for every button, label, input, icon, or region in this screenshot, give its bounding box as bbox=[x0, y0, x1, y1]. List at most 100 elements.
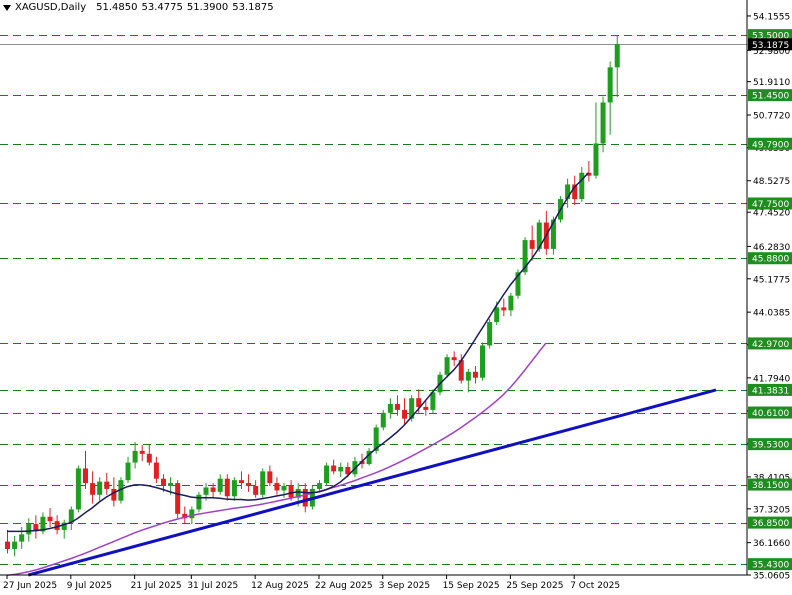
trendline bbox=[27, 388, 717, 577]
candle-body bbox=[19, 534, 25, 542]
candle-body bbox=[480, 345, 486, 378]
candle-body bbox=[394, 404, 400, 410]
candle-body bbox=[550, 219, 556, 249]
candle-body bbox=[125, 462, 131, 481]
candle-body bbox=[402, 409, 408, 419]
candle-body bbox=[97, 481, 103, 495]
level-badge-label: 39.5300 bbox=[752, 441, 789, 451]
time-tick-label: 22 Aug 2025 bbox=[315, 581, 373, 591]
candle-body bbox=[160, 478, 166, 487]
candle-body bbox=[380, 412, 386, 428]
candle-body bbox=[494, 307, 500, 323]
candle-body bbox=[61, 522, 67, 530]
candle-body bbox=[579, 172, 585, 200]
price-tick-label: 54.1555 bbox=[753, 12, 790, 22]
price-tick-label: 36.1660 bbox=[753, 539, 790, 549]
level-badge-bg bbox=[748, 29, 792, 42]
level-badge-bg bbox=[748, 137, 792, 150]
candle-body bbox=[168, 483, 174, 487]
level-badge-label: 40.6100 bbox=[752, 409, 789, 419]
candle-body bbox=[118, 480, 124, 501]
candle-body bbox=[586, 172, 592, 176]
dropdown-triangle-icon[interactable] bbox=[3, 4, 11, 11]
candle-body bbox=[366, 450, 372, 465]
slow-moving-average-line bbox=[6, 342, 547, 577]
candle-body bbox=[40, 516, 46, 532]
candle-body bbox=[146, 453, 152, 463]
candle-body bbox=[132, 450, 138, 463]
candle-body bbox=[416, 398, 422, 407]
candle-body bbox=[267, 471, 273, 484]
candle-body bbox=[593, 143, 599, 176]
price-tick-label: 35.0605 bbox=[753, 572, 790, 582]
price-tick-label: 52.9800 bbox=[753, 47, 790, 57]
candle-body bbox=[295, 488, 301, 498]
candle-body bbox=[345, 466, 351, 475]
candle-body bbox=[104, 481, 110, 489]
candle-body bbox=[607, 67, 613, 103]
open-value: 51.4850 bbox=[96, 2, 138, 13]
candle-body bbox=[600, 102, 606, 144]
time-tick-label: 27 Jun 2025 bbox=[3, 581, 57, 591]
candle-body bbox=[338, 466, 344, 472]
candle-body bbox=[82, 468, 88, 484]
candle-body bbox=[501, 307, 507, 311]
candle-body bbox=[54, 521, 60, 530]
price-tick-label: 41.7940 bbox=[753, 374, 790, 384]
candle-body bbox=[387, 404, 393, 413]
candle-body bbox=[324, 465, 330, 484]
candle-body bbox=[409, 398, 415, 419]
level-badge-bg bbox=[748, 558, 792, 571]
high-value: 53.4775 bbox=[141, 2, 183, 13]
candle-body bbox=[472, 371, 478, 378]
close-value: 53.1875 bbox=[232, 2, 274, 13]
time-tick-label: 7 Oct 2025 bbox=[570, 581, 620, 591]
level-badge-label: 49.7900 bbox=[752, 140, 789, 150]
level-badge-label: 35.4300 bbox=[752, 561, 789, 571]
time-tick-label: 25 Sep 2025 bbox=[506, 581, 563, 591]
price-tick-label: 38.4105 bbox=[753, 473, 790, 483]
level-lines bbox=[0, 35, 747, 565]
level-badge-label: 51.4500 bbox=[752, 92, 789, 102]
moving-averages bbox=[6, 172, 589, 577]
level-badge-label: 42.9700 bbox=[752, 340, 789, 350]
candle-body bbox=[210, 487, 216, 492]
time-tick-label: 3 Sep 2025 bbox=[379, 581, 430, 591]
candle-body bbox=[522, 240, 528, 273]
fast-moving-average-line bbox=[7, 172, 589, 533]
candle-body bbox=[189, 509, 195, 519]
candle-body bbox=[508, 295, 514, 311]
candle-body bbox=[331, 465, 337, 472]
candle-body bbox=[423, 406, 429, 410]
price-tick-label: 47.4520 bbox=[753, 209, 790, 219]
trendline bbox=[27, 388, 717, 577]
level-badge-label: 36.8500 bbox=[752, 519, 789, 529]
candle-body bbox=[614, 44, 620, 68]
candle-body bbox=[529, 240, 535, 249]
candle-body bbox=[75, 468, 81, 510]
candle-body bbox=[515, 272, 521, 296]
candle-body bbox=[451, 357, 457, 361]
current-price-badge-bg bbox=[748, 38, 792, 51]
level-badge-bg bbox=[748, 197, 792, 210]
candle-body bbox=[68, 509, 74, 523]
level-badge-bg bbox=[748, 406, 792, 419]
candle-body bbox=[487, 322, 493, 346]
candle-body bbox=[359, 461, 365, 465]
candle-body bbox=[203, 487, 209, 495]
price-tick-label: 48.5275 bbox=[753, 177, 790, 187]
time-axis: 27 Jun 2025 9 Jul 2025 21 Jul 2025 31 Jul 2… bbox=[3, 575, 620, 591]
symbol-name: XAGUSD,Daily bbox=[15, 2, 87, 13]
symbol-header: XAGUSD,Daily 51.4850 53.4775 51.3900 53.… bbox=[3, 2, 274, 13]
level-badge-bg bbox=[748, 516, 792, 529]
price-tick-label: 37.3205 bbox=[753, 505, 790, 515]
level-badge-bg bbox=[748, 337, 792, 350]
price-tick-label: 50.7720 bbox=[753, 112, 790, 122]
time-tick-label: 31 Jul 2025 bbox=[187, 581, 238, 591]
level-badge-label: 45.8800 bbox=[752, 255, 789, 265]
candle-body bbox=[90, 483, 96, 495]
level-badge-bg bbox=[748, 383, 792, 396]
candle-body bbox=[302, 488, 308, 507]
